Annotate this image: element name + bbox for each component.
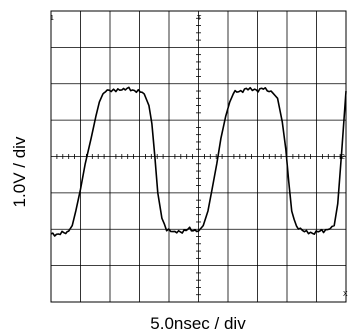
y-axis-label: 1.0V / div (10, 136, 29, 207)
level-marker: 2 (341, 154, 345, 161)
x-axis-label: 5.0nsec / div (150, 314, 246, 333)
trigger-marker: T (197, 15, 202, 22)
trace-layer (50, 86, 347, 237)
grid (50, 10, 347, 303)
screen-markers: 1 T 2 X (50, 15, 348, 298)
channel-marker: 1 (50, 15, 54, 22)
end-marker: X (343, 291, 348, 298)
signal-trace (50, 86, 347, 237)
